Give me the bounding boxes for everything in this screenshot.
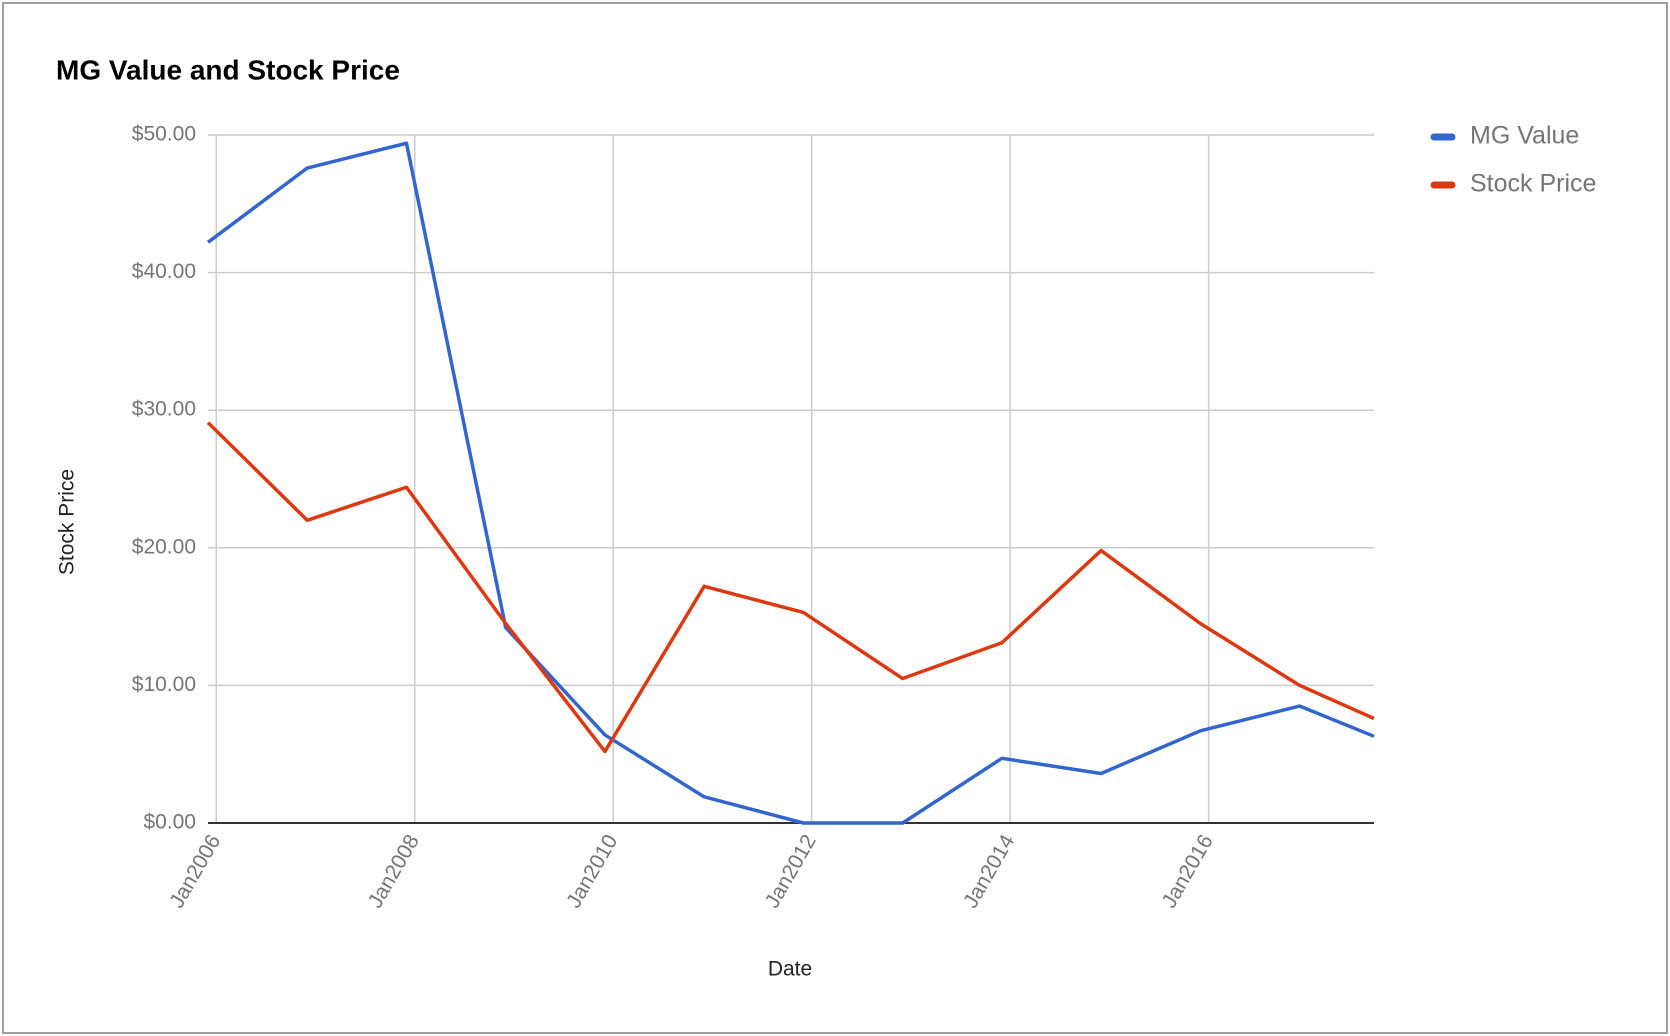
legend-label: MG Value: [1470, 122, 1579, 150]
y-tick-label: $10.00: [132, 673, 196, 696]
y-tick-label: $30.00: [132, 398, 196, 421]
chart-title: MG Value and Stock Price: [56, 54, 400, 85]
series-line: [206, 141, 1375, 825]
x-axis-title: Date: [768, 958, 812, 981]
y-tick-label: $0.00: [143, 811, 196, 834]
y-tick-label: $50.00: [132, 123, 196, 146]
y-tick-label: $40.00: [132, 260, 196, 283]
legend-label: Stock Price: [1470, 170, 1596, 198]
series-line: [206, 421, 1375, 754]
y-axis-title: Stock Price: [56, 469, 79, 575]
y-tick-label: $20.00: [132, 535, 196, 558]
